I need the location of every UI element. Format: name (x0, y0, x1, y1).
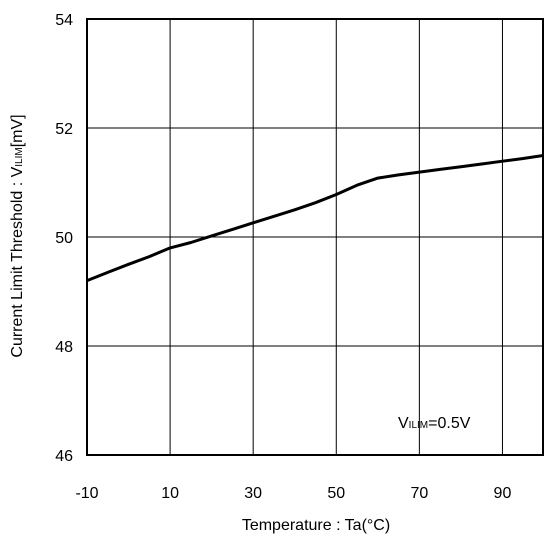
y-axis-label-subscript: ILIM (14, 147, 25, 166)
y-tick-label: 48 (55, 339, 73, 356)
x-tick-label: 90 (494, 485, 512, 502)
x-tick-label: -10 (75, 485, 98, 502)
plot-frame (86, 18, 544, 456)
x-tick-label: 30 (244, 485, 262, 502)
x-tick-label: 10 (161, 485, 179, 502)
y-tick-labels: 46 48 50 52 54 (55, 12, 73, 465)
condition-annotation: VILIM=0.5V (398, 415, 471, 432)
series-line-0 (86, 153, 544, 282)
y-tick-label: 46 (55, 448, 73, 465)
series-layer (86, 153, 544, 282)
y-axis-label-prefix: Current Limit Threshold : V (9, 166, 26, 357)
annotation-rest: =0.5V (428, 415, 471, 432)
x-tick-label: 70 (410, 485, 428, 502)
x-tick-label: 50 (327, 485, 345, 502)
annotation-main: V (398, 415, 409, 432)
y-axis-label: Current Limit Threshold : VILIM[mV] (9, 114, 26, 357)
y-tick-label: 52 (55, 121, 73, 138)
x-tick-labels: -10 10 30 50 70 90 (75, 485, 511, 502)
x-axis-label: Temperature : Ta(°C) (242, 517, 390, 534)
annotation-subscript: ILIM (409, 420, 428, 431)
y-tick-label: 54 (55, 12, 73, 29)
y-axis-label-suffix: [mV] (9, 114, 26, 147)
y-tick-label: 50 (55, 230, 73, 247)
